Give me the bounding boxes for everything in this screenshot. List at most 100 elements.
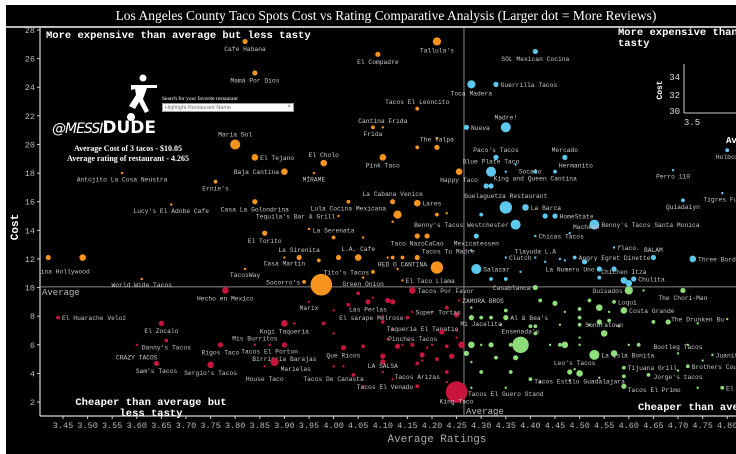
restaurant-dot[interactable] bbox=[528, 377, 533, 382]
restaurant-dot[interactable] bbox=[467, 80, 476, 89]
restaurant-dot[interactable] bbox=[577, 322, 582, 327]
restaurant-dot[interactable] bbox=[471, 263, 482, 274]
restaurant-dot[interactable] bbox=[542, 213, 548, 219]
restaurant-dot[interactable] bbox=[588, 323, 591, 326]
restaurant-dot[interactable] bbox=[587, 298, 592, 303]
restaurant-dot[interactable] bbox=[371, 269, 375, 274]
restaurant-dot[interactable] bbox=[207, 361, 214, 369]
restaurant-dot[interactable] bbox=[470, 360, 473, 364]
restaurant-dot[interactable] bbox=[539, 380, 542, 384]
restaurant-dot[interactable] bbox=[600, 330, 608, 337]
restaurant-dot[interactable] bbox=[720, 385, 725, 390]
restaurant-dot[interactable] bbox=[470, 386, 473, 389]
restaurant-dot[interactable] bbox=[548, 343, 552, 347]
restaurant-dot[interactable] bbox=[302, 279, 306, 284]
restaurant-dot[interactable] bbox=[445, 381, 468, 403]
restaurant-dot[interactable] bbox=[589, 349, 600, 360]
restaurant-dot[interactable] bbox=[310, 273, 333, 296]
restaurant-dot[interactable] bbox=[332, 309, 335, 312]
restaurant-dot[interactable] bbox=[519, 270, 522, 274]
restaurant-dot[interactable] bbox=[242, 38, 248, 45]
restaurant-dot[interactable] bbox=[56, 315, 60, 320]
restaurant-dot[interactable] bbox=[510, 219, 521, 230]
restaurant-dot[interactable] bbox=[558, 342, 562, 347]
restaurant-dot[interactable] bbox=[479, 212, 484, 217]
restaurant-dot[interactable] bbox=[394, 343, 401, 349]
restaurant-dot[interactable] bbox=[538, 298, 543, 303]
restaurant-dot[interactable] bbox=[354, 254, 362, 261]
restaurant-dot[interactable] bbox=[262, 230, 268, 236]
restaurant-dot[interactable] bbox=[454, 312, 460, 318]
restaurant-dot[interactable] bbox=[470, 249, 473, 252]
restaurant-dot[interactable] bbox=[415, 145, 420, 150]
restaurant-dot[interactable] bbox=[296, 254, 302, 261]
restaurant-dot[interactable] bbox=[396, 267, 399, 271]
restaurant-dot[interactable] bbox=[230, 139, 241, 150]
restaurant-dot[interactable] bbox=[424, 233, 430, 239]
restaurant-dot[interactable] bbox=[337, 214, 340, 218]
restaurant-dot[interactable] bbox=[342, 365, 345, 368]
restaurant-dot[interactable] bbox=[401, 279, 404, 282]
restaurant-dot[interactable] bbox=[552, 300, 558, 306]
restaurant-dot[interactable] bbox=[432, 37, 442, 46]
restaurant-dot[interactable] bbox=[651, 320, 656, 324]
restaurant-dot[interactable] bbox=[503, 277, 508, 281]
restaurant-dot[interactable] bbox=[612, 246, 616, 249]
search-icon[interactable]: ⌕ bbox=[287, 103, 291, 110]
restaurant-dot[interactable] bbox=[685, 364, 690, 369]
restaurant-dot[interactable] bbox=[410, 342, 415, 347]
restaurant-dot[interactable] bbox=[380, 359, 386, 365]
restaurant-dot[interactable] bbox=[381, 370, 384, 374]
restaurant-dot[interactable] bbox=[625, 279, 633, 287]
restaurant-dot[interactable] bbox=[332, 365, 335, 368]
restaurant-dot[interactable] bbox=[356, 291, 361, 296]
restaurant-dot[interactable] bbox=[636, 342, 641, 347]
restaurant-dot[interactable] bbox=[222, 287, 229, 294]
restaurant-dot[interactable] bbox=[479, 370, 484, 374]
restaurant-dot[interactable] bbox=[504, 170, 507, 173]
restaurant-dot[interactable] bbox=[79, 254, 86, 261]
restaurant-dot[interactable] bbox=[281, 342, 287, 348]
restaurant-dot[interactable] bbox=[563, 259, 567, 262]
restaurant-dot[interactable] bbox=[468, 315, 474, 321]
restaurant-dot[interactable] bbox=[532, 284, 538, 291]
restaurant-dot[interactable] bbox=[572, 255, 577, 260]
restaurant-dot[interactable] bbox=[380, 353, 386, 359]
restaurant-dot[interactable] bbox=[414, 233, 420, 239]
restaurant-dot[interactable] bbox=[435, 357, 439, 362]
restaurant-dot[interactable] bbox=[568, 232, 571, 235]
restaurant-dot[interactable] bbox=[158, 320, 164, 326]
restaurant-dot[interactable] bbox=[243, 267, 247, 271]
restaurant-dot[interactable] bbox=[312, 171, 316, 175]
restaurant-dot[interactable] bbox=[578, 336, 581, 339]
restaurant-dot[interactable] bbox=[425, 346, 429, 349]
restaurant-dot[interactable] bbox=[393, 210, 402, 219]
restaurant-dot[interactable] bbox=[681, 198, 685, 203]
restaurant-dot[interactable] bbox=[503, 315, 509, 321]
restaurant-dot[interactable] bbox=[528, 324, 533, 329]
restaurant-dot[interactable] bbox=[413, 199, 421, 207]
restaurant-dot[interactable] bbox=[499, 323, 503, 326]
restaurant-dot[interactable] bbox=[676, 369, 680, 372]
restaurant-dot[interactable] bbox=[500, 122, 511, 133]
restaurant-dot[interactable] bbox=[445, 211, 448, 215]
restaurant-dot[interactable] bbox=[573, 367, 576, 371]
restaurant-dot[interactable] bbox=[415, 361, 420, 366]
restaurant-dot[interactable] bbox=[596, 319, 602, 325]
restaurant-dot[interactable] bbox=[381, 315, 384, 318]
restaurant-dot[interactable] bbox=[488, 342, 494, 348]
restaurant-dot[interactable] bbox=[252, 199, 258, 205]
restaurant-dot[interactable] bbox=[532, 48, 538, 55]
restaurant-dot[interactable] bbox=[455, 329, 458, 332]
restaurant-dot[interactable] bbox=[153, 360, 160, 367]
restaurant-dot[interactable] bbox=[621, 374, 626, 379]
restaurant-dot[interactable] bbox=[576, 370, 583, 377]
restaurant-dot[interactable] bbox=[534, 234, 537, 238]
restaurant-dot[interactable] bbox=[686, 343, 690, 347]
restaurant-dot[interactable] bbox=[365, 299, 371, 305]
restaurant-dot[interactable] bbox=[561, 341, 569, 349]
restaurant-dot[interactable] bbox=[558, 323, 562, 326]
restaurant-dot[interactable] bbox=[361, 385, 365, 388]
restaurant-dot[interactable] bbox=[45, 254, 51, 261]
restaurant-dot[interactable] bbox=[508, 342, 513, 347]
